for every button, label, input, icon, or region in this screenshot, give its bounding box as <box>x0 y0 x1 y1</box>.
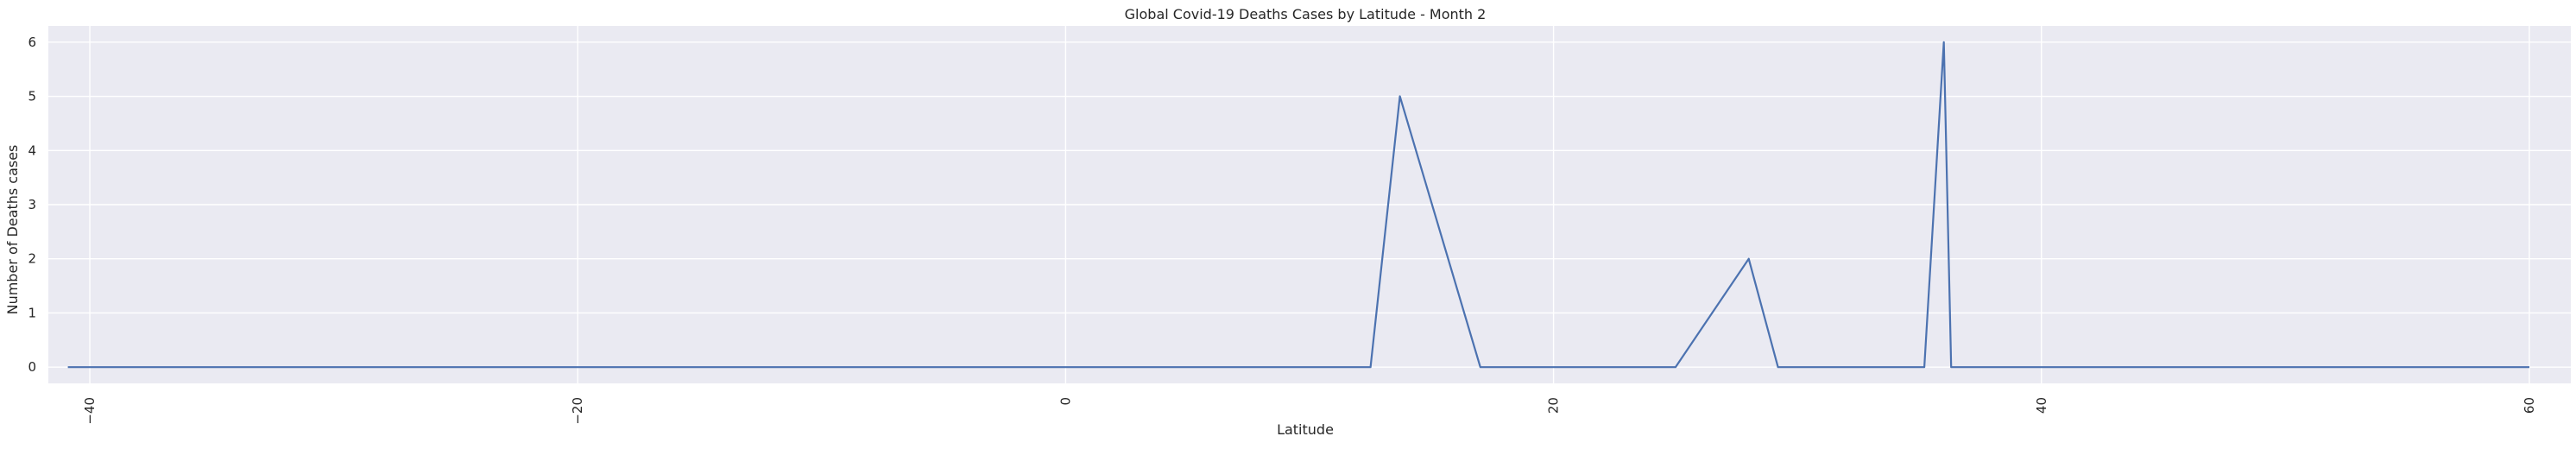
tick-labels: 0 1 2 3 4 5 6 −40 −20 0 20 40 60 <box>28 35 2537 425</box>
y-tick-label: 3 <box>28 197 36 212</box>
x-tick-label: 20 <box>1546 397 1562 414</box>
grid <box>48 26 2571 383</box>
x-tick-label: −40 <box>82 397 98 425</box>
series-layer <box>67 41 2529 369</box>
y-tick-label: 2 <box>28 251 36 267</box>
chart-title: Global Covid-19 Deaths Cases by Latitude… <box>1125 6 1487 22</box>
y-tick-label: 0 <box>28 359 36 375</box>
y-axis-label: Number of Deaths cases <box>4 145 21 315</box>
x-tick-label: 40 <box>2034 397 2049 414</box>
y-tick-label: 4 <box>28 142 36 158</box>
x-tick-label: 0 <box>1058 397 1073 406</box>
y-tick-label: 6 <box>28 35 36 50</box>
x-tick-label: 60 <box>2522 397 2537 414</box>
x-tick-label: −20 <box>570 397 585 425</box>
y-tick-label: 5 <box>28 89 36 104</box>
series-line-0 <box>67 41 2529 369</box>
x-axis-label: Latitude <box>1277 421 1334 438</box>
y-tick-label: 1 <box>28 305 36 320</box>
